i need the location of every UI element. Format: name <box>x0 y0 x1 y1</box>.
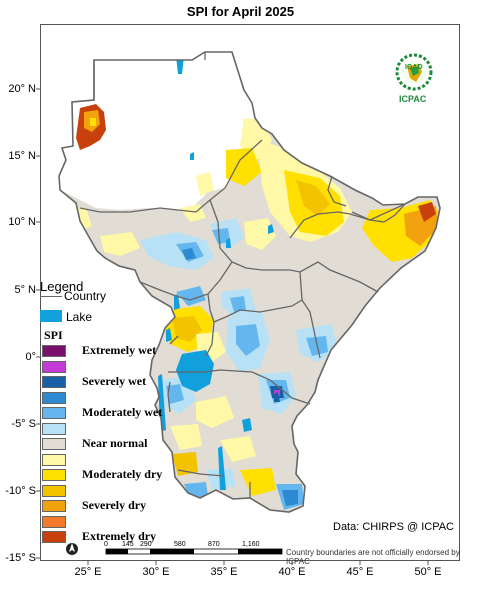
legend-country-label: Country <box>64 289 107 303</box>
lat-label: 5° N <box>14 284 36 296</box>
scale-unit: Kilometers <box>250 549 279 555</box>
igad-logo-icon <box>395 53 433 91</box>
spi-swatch <box>42 516 66 528</box>
lat-label: 15° N <box>8 150 36 162</box>
spi-swatch <box>42 500 66 512</box>
spi-legend-row <box>40 390 170 406</box>
lon-label: 45° E <box>346 566 374 578</box>
scale-tick: 580 <box>174 541 186 548</box>
spi-swatch <box>42 469 66 481</box>
north-arrow-icon <box>66 543 78 555</box>
spi-legend-row: Moderately wet <box>40 405 170 421</box>
spi-legend-row <box>40 483 170 499</box>
scale-tick: 145 <box>122 541 134 548</box>
spi-legend-row: Near normal <box>40 436 170 452</box>
lat-label: 10° N <box>8 216 36 228</box>
spi-label: Moderately dry <box>82 467 163 481</box>
lake-swatch <box>40 310 62 322</box>
scale-bar-graphic <box>105 548 283 555</box>
scale-tick: 870 <box>208 541 220 548</box>
spi-swatch <box>42 345 66 357</box>
lon-label: 30° E <box>142 566 170 578</box>
spi-legend-row: Extremely wet <box>40 343 170 359</box>
spi-legend-row: Severely wet <box>40 374 170 390</box>
map-title: SPI for April 2025 <box>186 4 295 19</box>
spi-label: Near normal <box>82 436 148 450</box>
spi-swatch <box>42 361 66 373</box>
spi-swatch <box>42 423 66 435</box>
lon-label: 35° E <box>210 566 238 578</box>
spi-legend-row: Extremely dry <box>40 529 170 545</box>
lon-label: 40° E <box>278 566 306 578</box>
logo-text: IGAD <box>405 64 423 71</box>
disclaimer: Country boundaries are not officially en… <box>286 548 460 566</box>
data-credit: Data: CHIRPS @ ICPAC <box>333 521 454 533</box>
spi-swatch <box>42 376 66 388</box>
scale-tick: 290 <box>140 541 152 548</box>
scale-tick: 1,160 <box>242 541 260 548</box>
lat-label: 20° N <box>8 83 36 95</box>
lon-label: 50° E <box>414 566 442 578</box>
spi-legend-row: Severely dry <box>40 498 170 514</box>
legend-title: Legend <box>40 279 84 294</box>
spi-label: Extremely wet <box>82 343 157 357</box>
spi-swatch <box>42 531 66 543</box>
spi-swatch <box>42 454 66 466</box>
spi-legend-row <box>40 359 170 375</box>
legend-lake-label: Lake <box>66 310 93 324</box>
spi-swatch <box>42 407 66 419</box>
lat-label: -15° S <box>5 552 36 564</box>
lat-label: -10° S <box>5 485 36 497</box>
spi-legend-row <box>40 452 170 468</box>
lat-label: 0° <box>25 351 36 363</box>
spi-legend-row <box>40 514 170 530</box>
lat-label: -5° S <box>11 418 36 430</box>
country-line-icon <box>40 296 62 297</box>
spi-label: Extremely dry <box>82 529 157 543</box>
spi-legend-row <box>40 421 170 437</box>
spi-legend-row: Moderately dry <box>40 467 170 483</box>
spi-legend-title: SPI <box>44 328 63 342</box>
spi-label: Severely wet <box>82 374 147 388</box>
scale-tick: 0 <box>104 541 108 548</box>
lon-label: 25° E <box>74 566 102 578</box>
spi-label: Moderately wet <box>82 405 163 419</box>
spi-swatch <box>42 392 66 404</box>
spi-swatch <box>42 485 66 497</box>
spi-swatch <box>42 438 66 450</box>
spi-label: Severely dry <box>82 498 147 512</box>
logo-label: ICPAC <box>399 94 427 104</box>
